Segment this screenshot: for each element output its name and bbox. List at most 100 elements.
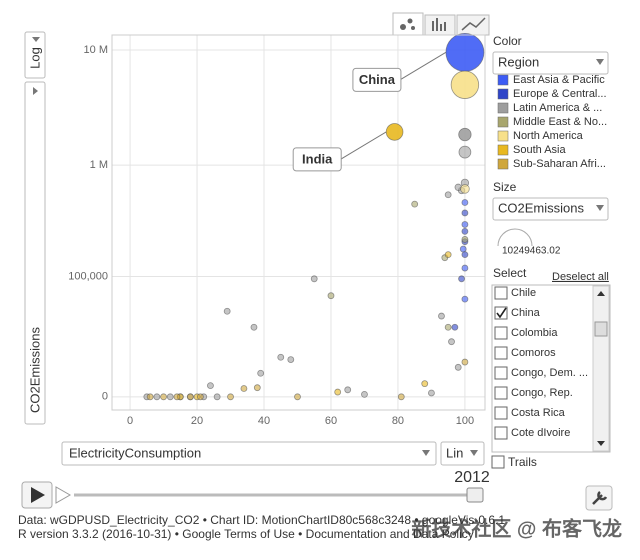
bubble — [445, 32, 485, 72]
x-axis-selector[interactable] — [61, 441, 437, 466]
footer-line: R version 3.3.2 (2016-10-31) • Google Te… — [18, 527, 474, 541]
dropdown-arrow — [596, 205, 604, 211]
size-label: Size — [493, 180, 517, 194]
bubble — [385, 123, 404, 141]
bubble — [461, 227, 469, 235]
select-checkbox[interactable] — [494, 286, 508, 300]
bubble — [461, 264, 469, 272]
bubble — [444, 191, 452, 199]
x-tick-label: 20 — [191, 415, 203, 427]
x-tick-label: 80 — [392, 415, 404, 427]
bubble — [166, 393, 174, 401]
select-checkbox[interactable] — [494, 426, 508, 440]
country-name: China — [511, 307, 541, 319]
bubble — [421, 380, 429, 388]
play-icon — [31, 487, 45, 503]
year-label: 2012 — [454, 469, 490, 486]
select-checkbox[interactable] — [494, 386, 508, 400]
bubble — [223, 307, 231, 315]
scroll-up[interactable] — [597, 291, 605, 296]
bubble — [461, 221, 469, 228]
view-tabs — [392, 12, 490, 36]
bubble — [327, 292, 335, 300]
select-checkbox[interactable] — [494, 366, 508, 380]
deselect-all[interactable]: Deselect all — [552, 271, 609, 283]
dropdown-arrow — [470, 450, 478, 456]
bubble — [294, 393, 301, 401]
x-tick-label: 0 — [127, 415, 133, 427]
bubble — [227, 393, 234, 401]
size-selector[interactable] — [492, 197, 609, 221]
slider-thumb[interactable] — [466, 487, 484, 503]
scroll-down[interactable] — [597, 441, 605, 446]
speed-icon[interactable] — [55, 486, 72, 504]
plot-border — [111, 34, 486, 411]
bubble — [240, 385, 248, 392]
bubble — [428, 389, 435, 397]
y-tick-label: 10 M — [84, 44, 108, 56]
country-name: Costa Rica — [511, 407, 566, 419]
scrollbar[interactable] — [592, 285, 610, 452]
bubble — [287, 356, 295, 363]
bubble — [438, 312, 445, 320]
bubble — [257, 369, 265, 377]
y-scale-label: Log — [27, 47, 42, 69]
tab-icon — [411, 26, 415, 30]
x-tick-label: 100 — [456, 415, 474, 427]
dropdown-arrow — [33, 87, 38, 95]
y-tick-label: 1 M — [90, 159, 108, 171]
scroll-thumb[interactable] — [594, 321, 608, 337]
bubble — [334, 388, 342, 396]
plot-area — [111, 34, 486, 411]
bubble — [153, 393, 161, 401]
trails-checkbox[interactable] — [491, 455, 505, 469]
legend-swatch — [497, 116, 509, 128]
bubble — [253, 384, 261, 392]
bubble — [344, 386, 352, 394]
bubble — [250, 323, 258, 331]
bubble — [444, 251, 452, 259]
bubble — [458, 145, 472, 159]
bubble — [397, 393, 405, 401]
legend-label: East Asia & Pacific — [513, 74, 605, 86]
legend-swatch — [497, 144, 509, 156]
country-name: Colombia — [511, 327, 558, 339]
footer-line: Data: wGDPUSD_Electricity_CO2 • Chart ID… — [18, 513, 505, 527]
bubble — [458, 275, 465, 283]
y-axis-label: CO2Emissions — [27, 327, 42, 413]
watermark: 新技术社区 @ 布客飞龙 — [411, 516, 622, 540]
size-by: CO2Emissions — [498, 200, 584, 215]
size-legend-value: 10249463.02 — [502, 246, 561, 257]
bubble — [451, 323, 459, 331]
color-selector[interactable] — [492, 51, 609, 75]
tab-icon — [400, 24, 406, 30]
bubble — [448, 338, 455, 346]
trails-label: Trails — [508, 455, 537, 469]
country-name: Chile — [511, 287, 536, 299]
plot: 10 M 1 M 100,000 0 0 20 40 60 80 100 China India — [68, 32, 485, 427]
bubble — [461, 251, 469, 259]
select-checkbox[interactable] — [494, 346, 508, 360]
bubble-tab[interactable] — [392, 12, 424, 36]
legend-swatch — [497, 74, 509, 86]
y-tick-label: 100,000 — [68, 270, 108, 282]
country-name: Congo, Dem. ... — [511, 367, 588, 379]
tab-icon — [461, 17, 486, 31]
bubble — [277, 353, 285, 361]
bubble — [444, 323, 452, 331]
x-tick-label: 40 — [258, 415, 270, 427]
y-scale-button[interactable] — [24, 31, 46, 79]
select-list — [491, 284, 611, 453]
legend-swatch — [497, 158, 509, 170]
select-checkbox[interactable] — [494, 406, 508, 420]
x-scale-button[interactable] — [440, 441, 485, 466]
bubble — [461, 236, 469, 243]
legend-swatch — [497, 88, 509, 100]
bubble — [207, 382, 214, 390]
bubble — [196, 393, 204, 401]
select-checkbox[interactable] — [494, 326, 508, 340]
dropdown-arrow — [422, 450, 430, 456]
y-axis-selector[interactable] — [24, 81, 46, 425]
bubble — [460, 184, 470, 194]
